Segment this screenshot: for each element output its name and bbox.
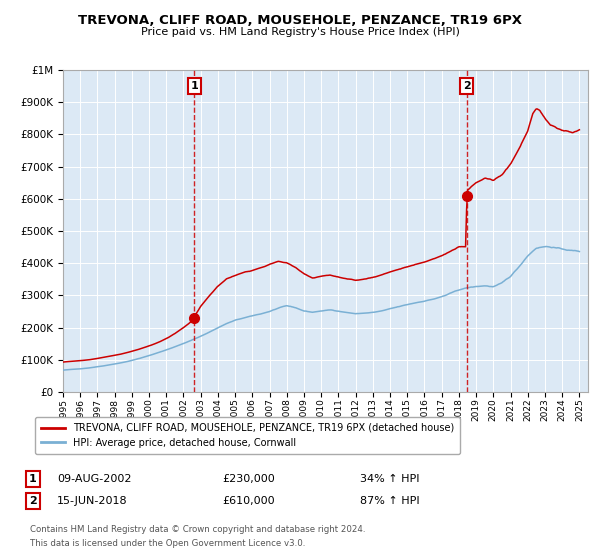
Text: Contains HM Land Registry data © Crown copyright and database right 2024.: Contains HM Land Registry data © Crown c… — [30, 525, 365, 534]
Text: 34% ↑ HPI: 34% ↑ HPI — [360, 474, 419, 484]
Legend: TREVONA, CLIFF ROAD, MOUSEHOLE, PENZANCE, TR19 6PX (detached house), HPI: Averag: TREVONA, CLIFF ROAD, MOUSEHOLE, PENZANCE… — [35, 417, 460, 454]
Text: £230,000: £230,000 — [222, 474, 275, 484]
Text: 2: 2 — [463, 81, 470, 91]
Text: This data is licensed under the Open Government Licence v3.0.: This data is licensed under the Open Gov… — [30, 539, 305, 548]
Text: 15-JUN-2018: 15-JUN-2018 — [57, 496, 128, 506]
Text: 09-AUG-2002: 09-AUG-2002 — [57, 474, 131, 484]
Text: 1: 1 — [29, 474, 37, 484]
Text: Price paid vs. HM Land Registry's House Price Index (HPI): Price paid vs. HM Land Registry's House … — [140, 27, 460, 37]
Text: 87% ↑ HPI: 87% ↑ HPI — [360, 496, 419, 506]
Text: £610,000: £610,000 — [222, 496, 275, 506]
Text: TREVONA, CLIFF ROAD, MOUSEHOLE, PENZANCE, TR19 6PX: TREVONA, CLIFF ROAD, MOUSEHOLE, PENZANCE… — [78, 14, 522, 27]
Text: 2: 2 — [29, 496, 37, 506]
Text: 1: 1 — [190, 81, 198, 91]
